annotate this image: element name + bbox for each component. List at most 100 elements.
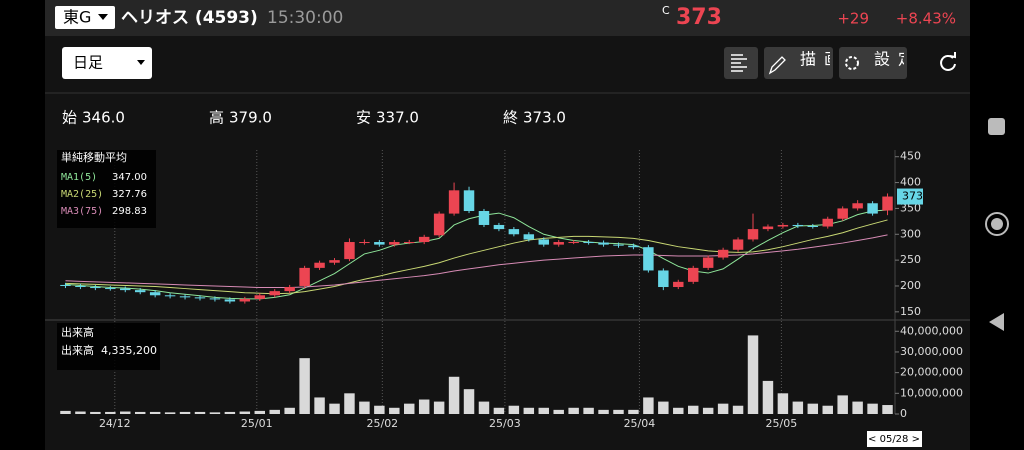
volume-bar [299,358,310,414]
volume-bar [448,376,460,414]
dropdown-arrow [137,60,145,65]
candle-body [314,262,325,268]
ma-line [65,219,888,295]
ma-line [65,234,888,289]
time: 15:30:00 [267,8,343,28]
candle-body [149,292,161,296]
volume-bar [179,411,191,414]
volume-bar [269,409,280,414]
candle-body [673,281,684,288]
draw-label[interactable]: 描画 [800,50,848,69]
change-pct: +8.43% [896,10,956,28]
summary-label: 高 [209,109,224,127]
volume-bar [418,399,430,414]
change: +29 [837,10,869,28]
candle-body [643,247,654,271]
volume-bar [508,405,520,414]
back-button[interactable] [989,313,1004,331]
summary-label: 終 [503,109,518,127]
volume-bar [224,411,236,414]
candle-body [702,257,714,268]
candle-body [179,296,191,298]
legend-value: 4,335,200 [101,344,157,357]
legend-name: MA2(25) [61,189,103,200]
ma-line [65,209,888,300]
candle-body [747,229,759,240]
recents-button[interactable] [988,118,1005,135]
period-select[interactable] [62,47,152,79]
candle-body [299,267,310,286]
volume-bar [105,411,116,414]
candle-body [344,242,355,260]
summary-value: 373.0 [523,109,566,127]
candle-body [628,245,639,248]
volume-bar [807,403,819,414]
volume-bar [75,411,86,414]
candle-body [209,298,221,300]
candle-body [613,244,624,246]
volume-bar [717,403,729,414]
volume-bar [702,407,714,414]
candle-body [120,288,131,291]
candle-body [404,242,415,244]
legend-box [57,150,156,228]
settings-button[interactable] [839,47,907,79]
price-tag [897,188,923,205]
exchange-select[interactable] [55,6,115,29]
summary-value: 346.0 [82,109,125,127]
exchange[interactable]: 東G [63,8,91,27]
candle-body [284,287,295,292]
home-button[interactable] [985,212,1009,236]
volume-bar [553,409,564,414]
volume-bar [673,407,684,414]
volume-bar [538,407,549,414]
volume-bar [837,395,848,414]
volume-bar [613,409,624,414]
candle-body [867,203,878,214]
candle-body [792,224,804,227]
settings-label[interactable]: 設定 [874,50,922,69]
candle-body [658,270,669,288]
candle-body [254,295,266,299]
candle-body [523,234,535,240]
volume-bar [687,405,699,414]
legend-name: 出来高 [61,343,94,357]
volume-bar [164,412,176,414]
candle-body [105,288,116,290]
candle-body [164,295,176,297]
home-dot [991,218,1003,230]
x-tick-label: 25/02 [366,417,398,430]
candle-body [224,299,236,302]
draw-button[interactable] [764,47,833,79]
volume-bar [239,411,251,414]
candle-body [329,260,340,263]
candle-body [598,242,609,245]
volume-bar [149,411,161,414]
candle-body [717,249,729,258]
summary-value: 379.0 [229,109,272,127]
volume-bar [284,407,295,414]
volume-bar [777,393,789,414]
gear-icon [845,56,859,70]
volume-bar [792,401,804,414]
legend-title: 単純移動平均 [61,150,127,164]
candle-body [777,224,789,227]
x-tick-label: 25/01 [241,417,273,430]
volume-bar [374,405,385,414]
legend-name: MA3(75) [61,206,103,217]
reload-icon[interactable] [940,55,956,71]
candle-body [75,285,86,288]
candle-body [762,226,774,230]
x-tick-label: 25/05 [766,417,798,430]
chart: 始 346.0 高 379.0 安 337.0 終 373.0 24/12 25/01 25/02 2… [45,109,970,447]
legend-value: 327.76 [112,189,147,200]
reload-arrow [949,52,956,59]
volume-bar [762,380,774,414]
period[interactable]: 日足 [73,54,103,72]
volume-bar [60,410,71,414]
candle-body [448,190,460,214]
y-tick-label: 250 [900,253,921,266]
y-tick-label: 200 [900,279,921,292]
candle-body [389,242,400,245]
